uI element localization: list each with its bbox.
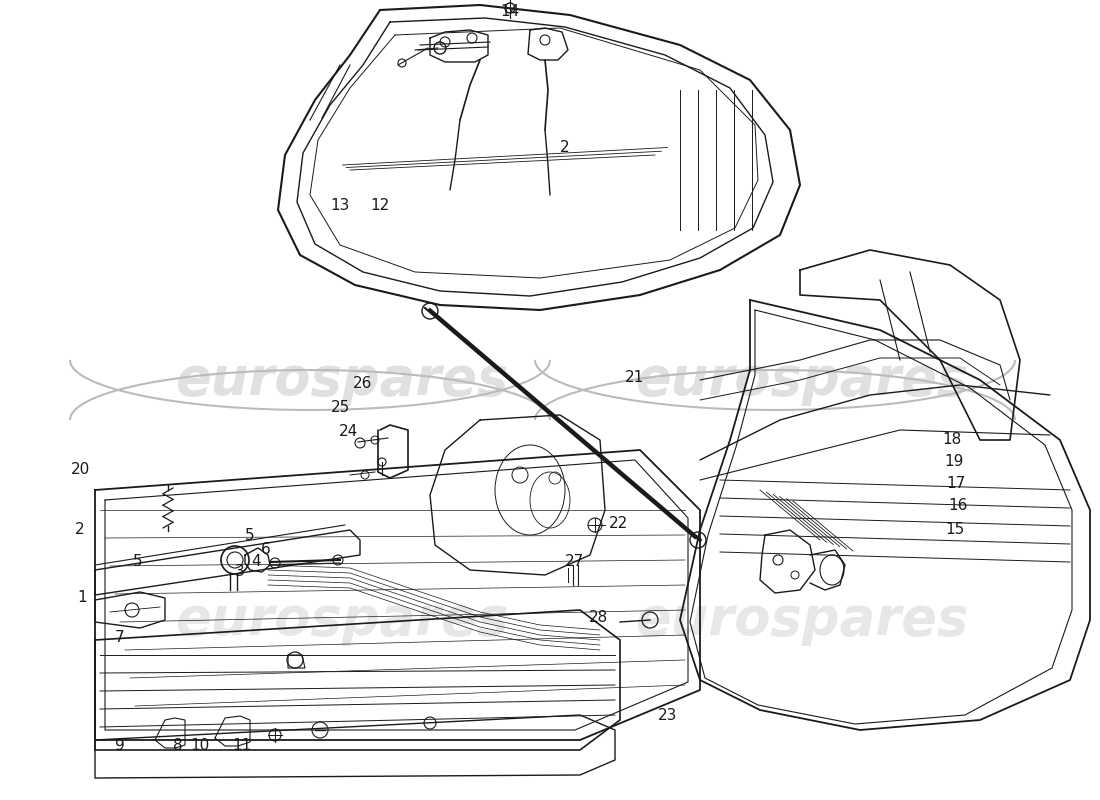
Text: eurospares: eurospares (635, 354, 968, 406)
Text: 5: 5 (245, 527, 255, 542)
Text: 10: 10 (190, 738, 210, 753)
Text: 14: 14 (500, 5, 519, 19)
Text: 17: 17 (946, 477, 966, 491)
Text: 23: 23 (658, 707, 678, 722)
Text: 2: 2 (75, 522, 85, 538)
Text: 5: 5 (133, 554, 143, 570)
Text: 22: 22 (608, 515, 628, 530)
Text: 6: 6 (261, 542, 271, 558)
Text: 8: 8 (173, 738, 183, 753)
Text: 4: 4 (251, 554, 261, 570)
Text: 15: 15 (945, 522, 965, 538)
Text: 9: 9 (116, 738, 125, 753)
Text: 27: 27 (565, 554, 584, 570)
Text: 2: 2 (560, 141, 570, 155)
Text: 26: 26 (353, 375, 373, 390)
Text: eurospares: eurospares (175, 354, 508, 406)
Text: 3: 3 (235, 565, 245, 579)
Text: 21: 21 (626, 370, 645, 386)
Text: 20: 20 (70, 462, 89, 478)
Text: 25: 25 (330, 401, 350, 415)
Text: 7: 7 (116, 630, 124, 646)
Text: 1: 1 (77, 590, 87, 606)
Text: eurospares: eurospares (635, 594, 968, 646)
Text: 28: 28 (588, 610, 607, 626)
Text: 19: 19 (944, 454, 964, 470)
Text: 13: 13 (330, 198, 350, 213)
Text: 24: 24 (339, 425, 358, 439)
Text: 11: 11 (232, 738, 252, 753)
Text: 18: 18 (943, 433, 961, 447)
Text: 16: 16 (948, 498, 968, 514)
Text: eurospares: eurospares (175, 594, 508, 646)
Text: 12: 12 (371, 198, 389, 213)
